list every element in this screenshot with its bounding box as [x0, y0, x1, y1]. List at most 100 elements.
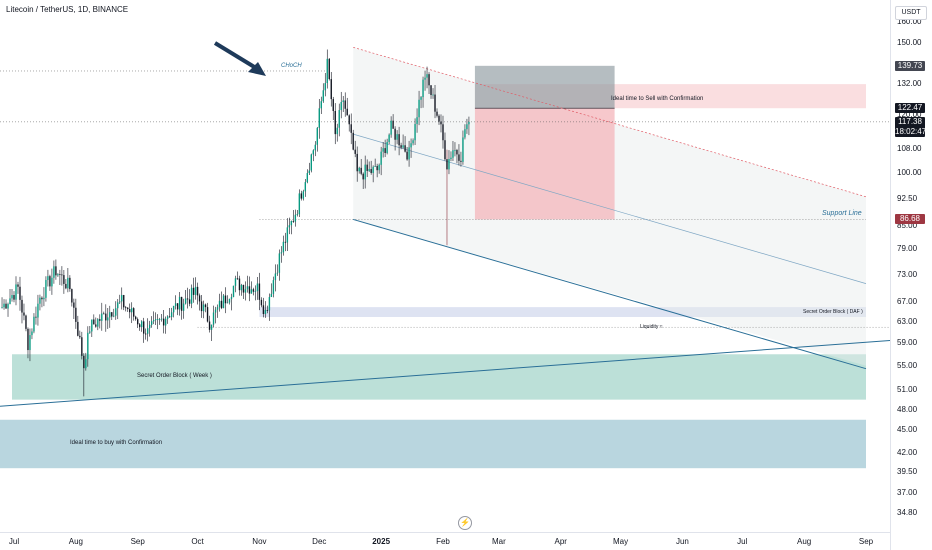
candle-body: [360, 167, 362, 174]
candle-body: [348, 115, 350, 125]
candle-body: [226, 302, 229, 304]
candle-body: [75, 307, 77, 322]
candle-body: [7, 304, 9, 309]
candle-body: [117, 302, 119, 309]
candle-body: [170, 312, 173, 317]
candle-body: [220, 300, 223, 309]
candle-body: [300, 193, 303, 199]
candle-body: [332, 99, 334, 112]
candle-body: [222, 295, 225, 309]
candle-body: [328, 58, 330, 80]
bar-countdown: 18:02:47: [895, 126, 927, 136]
candle-body: [398, 134, 400, 146]
candle-body: [468, 121, 470, 125]
candle-body: [95, 324, 97, 327]
candle-body: [9, 298, 11, 305]
candle-body: [274, 273, 277, 281]
x-tick-label: May: [613, 537, 629, 546]
candle-body: [276, 272, 279, 274]
x-tick-label: Sep: [858, 537, 874, 546]
ascending-trendline: [0, 339, 890, 407]
candle-body: [55, 266, 57, 276]
candle-body: [172, 305, 175, 313]
candle-body: [27, 328, 29, 351]
candle-body: [368, 169, 370, 171]
candle-body: [19, 286, 21, 300]
candle-body: [135, 316, 137, 320]
x-tick-label: Sep: [130, 537, 145, 546]
chart-plot[interactable]: [0, 0, 890, 532]
candle-body: [440, 121, 442, 125]
currency-unit-button[interactable]: USDT: [895, 6, 927, 20]
candle-body: [374, 166, 376, 167]
candle-body: [464, 129, 466, 138]
liquidity-label: Liquidity ≈: [640, 324, 663, 331]
candle-body: [292, 220, 295, 222]
entry-price-tag: 122.47: [895, 103, 925, 114]
y-tick-label: 120.00: [897, 109, 922, 119]
y-tick-label: 37.00: [897, 488, 918, 498]
candle-body: [344, 100, 346, 109]
candle-body: [107, 317, 109, 321]
candle-body: [113, 315, 115, 317]
order-block-week-zone: [12, 354, 866, 400]
candle-body: [296, 214, 299, 216]
candle-body: [396, 134, 398, 140]
candle-body: [236, 278, 239, 280]
y-tick-label: 48.00: [897, 404, 918, 414]
candle-body: [264, 310, 267, 315]
order-block-daf-zone: [259, 307, 866, 318]
candle-body: [324, 83, 326, 91]
candle-body: [192, 287, 195, 295]
candle-body: [408, 147, 410, 160]
candle-body: [101, 313, 103, 321]
candle-body: [250, 289, 253, 294]
candle-body: [103, 313, 105, 315]
candle-body: [454, 150, 456, 151]
candle-body: [310, 154, 313, 171]
candle-body: [282, 241, 285, 253]
y-tick-label: 160.00: [897, 17, 922, 27]
y-tick-label: 150.00: [897, 38, 922, 47]
price-axis[interactable]: 160.00 150.00 132.00 120.00 108.00 100.00 92.5…: [890, 0, 932, 550]
candle-body: [392, 120, 394, 129]
candle-body: [342, 100, 344, 103]
candle-body: [81, 337, 83, 356]
last-price-tag: 117.38 18:02:47: [895, 116, 927, 137]
y-tick-label: 59.00: [897, 338, 918, 348]
candle-body: [148, 324, 151, 329]
candle-body: [184, 298, 187, 304]
candle-body: [137, 319, 139, 325]
candle-body: [432, 94, 434, 96]
candle-body: [89, 331, 91, 333]
support-line-label: Support Line: [822, 210, 862, 218]
candle-body: [380, 151, 382, 165]
candle-body: [336, 127, 338, 135]
candle-body: [428, 74, 430, 86]
candle-body: [338, 110, 340, 128]
candle-body: [131, 308, 133, 313]
candle-body: [402, 145, 404, 148]
tradingview-logo-icon[interactable]: ⚡: [458, 516, 472, 530]
candle-body: [188, 299, 191, 304]
candle-body: [346, 108, 348, 116]
candle-body: [202, 304, 205, 312]
candle-body: [268, 297, 271, 311]
candle-body: [43, 297, 45, 300]
candle-body: [280, 252, 283, 254]
y-tick-label: 51.00: [897, 385, 918, 395]
candle-body: [210, 324, 213, 330]
candle-body: [434, 94, 436, 112]
candle-body: [93, 319, 95, 325]
candle-body: [69, 277, 71, 290]
time-axis[interactable]: Jul Aug Sep Oct Nov Dec 2025 Feb Mar Apr May Jun Jul…: [0, 532, 890, 550]
candle-body: [73, 302, 75, 308]
candle-body: [442, 124, 444, 141]
candle-body: [125, 307, 127, 309]
candle-body: [326, 58, 328, 84]
candle-body: [168, 316, 171, 318]
candle-body: [406, 151, 408, 160]
candle-body: [230, 297, 233, 299]
candle-body: [97, 319, 99, 327]
candle-body: [352, 132, 354, 150]
